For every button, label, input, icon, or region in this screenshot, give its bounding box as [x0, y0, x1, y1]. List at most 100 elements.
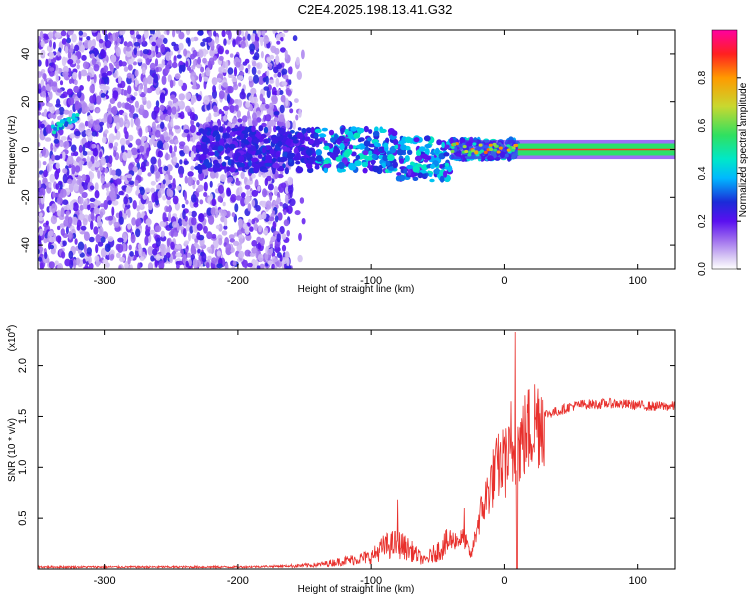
- spectrogram-cell: [198, 213, 205, 223]
- spectrogram-cell: [227, 67, 234, 75]
- spectrogram-cell: [175, 252, 182, 258]
- spectrogram-cell: [82, 61, 89, 70]
- spectrogram-cell: [269, 243, 273, 249]
- spectrogram-cell: [225, 243, 232, 253]
- spectrogram-cell: [132, 61, 137, 66]
- spectrogram-cell: [292, 139, 299, 144]
- spectrogram-cell: [190, 245, 196, 256]
- spectrogram-cell: [100, 236, 106, 243]
- spectrogram-cell: [247, 110, 250, 119]
- spectrogram-cell: [218, 184, 224, 194]
- spectrogram-cell: [221, 161, 227, 167]
- spectrogram-cell: [119, 153, 123, 162]
- spectrogram-cell: [229, 238, 235, 243]
- x-tick-label: -200: [227, 575, 249, 587]
- figure-title: C2E4.2025.198.13.41.G32: [298, 2, 453, 17]
- spectrogram-cell: [239, 237, 244, 245]
- spectrogram-cell: [151, 192, 156, 203]
- spectrogram-cell: [155, 67, 159, 73]
- spectrogram-cell: [372, 130, 380, 137]
- spectrogram-cell: [428, 173, 433, 177]
- spectrogram-cell: [231, 127, 239, 132]
- spectrogram-cell: [75, 113, 80, 117]
- spectrogram-cell: [205, 262, 210, 269]
- spectrogram-cell: [262, 188, 267, 198]
- spectrogram-cell: [238, 218, 243, 228]
- spectrogram-cell: [306, 163, 313, 169]
- spectrogram-cell: [52, 130, 57, 135]
- spectrogram-cell: [393, 139, 399, 146]
- spectrogram-cell: [173, 232, 179, 237]
- spectrogram-cell: [378, 148, 383, 152]
- spectrogram-cell: [126, 97, 130, 102]
- spectrogram-cell: [103, 199, 109, 210]
- spectrogram-cell: [134, 118, 139, 126]
- spectrogram-cell: [73, 151, 79, 157]
- spectrogram-cell: [191, 76, 195, 83]
- spectrogram-cell: [103, 65, 109, 73]
- spectrogram-cell: [67, 51, 72, 59]
- spectrogram-cell: [413, 137, 420, 143]
- spectrogram-cell: [229, 105, 235, 113]
- spectrogram-cell: [62, 151, 66, 161]
- spectrogram-cell: [270, 109, 274, 119]
- spectrogram-cell: [113, 150, 117, 157]
- spectrogram-cell: [136, 205, 140, 212]
- spectrogram-cell: [124, 114, 128, 122]
- spectrogram-cell: [159, 114, 166, 121]
- spectrogram-cell: [240, 133, 244, 140]
- spectrogram-cell: [277, 212, 283, 221]
- spectrogram-cell: [150, 180, 156, 186]
- spectrogram-cell: [370, 160, 376, 164]
- spectrogram-cell: [258, 172, 262, 177]
- spectrogram-cell: [58, 106, 65, 115]
- spectrogram-cell: [173, 145, 177, 153]
- spectrogram-cell: [145, 218, 152, 226]
- spectrogram-cell: [131, 217, 137, 226]
- spectrogram-cell: [237, 162, 246, 168]
- spectrogram-cell: [190, 53, 195, 60]
- spectrogram-cell: [184, 190, 187, 201]
- spectrogram-cell: [275, 34, 281, 41]
- spectrogram-cell: [231, 265, 236, 269]
- spectrogram-cell: [67, 123, 74, 129]
- spectrogram-cell: [308, 138, 315, 145]
- spectrogram-cell: [280, 170, 284, 175]
- spectrogram-cell: [44, 251, 48, 260]
- spectrogram-cell: [71, 33, 77, 43]
- spectrogram-cell: [202, 57, 207, 64]
- spectrogram-cell: [216, 162, 221, 169]
- spectrogram-cell: [192, 59, 196, 67]
- spectrogram-cell: [150, 187, 156, 193]
- spectrogram-cell: [285, 265, 292, 269]
- spectrogram-cell: [443, 170, 448, 178]
- spectrogram-cell: [166, 199, 171, 205]
- spectrogram-cell: [251, 218, 255, 225]
- spectrogram-cell: [142, 77, 148, 87]
- spectrogram-cell: [283, 209, 287, 216]
- spectrogram-cell: [116, 252, 121, 259]
- spectrogram-cell: [137, 58, 143, 63]
- spectrogram-cell: [281, 68, 288, 76]
- spectrogram-cell: [392, 161, 399, 169]
- spectrogram-cell: [368, 129, 373, 134]
- spectrogram-cell: [119, 137, 126, 146]
- spectrogram-cell: [155, 237, 161, 248]
- spectrogram-cell: [49, 244, 55, 250]
- spectrogram-cell: [100, 175, 106, 184]
- spectrogram-cell: [240, 40, 246, 49]
- spectrogram-cell: [264, 162, 272, 167]
- spectrogram-cell: [89, 95, 96, 104]
- spectrogram-cell: [271, 263, 275, 269]
- spectrogram-cell: [410, 173, 415, 178]
- spectrogram-cell: [281, 81, 288, 87]
- spectrogram-cell: [151, 41, 156, 47]
- spectrogram-cell: [204, 49, 209, 55]
- spectrogram-cell: [391, 130, 398, 137]
- spectrogram-cell: [228, 143, 236, 150]
- spectrogram-cell: [186, 252, 191, 258]
- spectrogram-cell: [96, 95, 102, 105]
- spectrogram-cell: [211, 198, 216, 207]
- spectrogram-cell: [82, 258, 86, 265]
- spectrogram-cell: [354, 160, 362, 167]
